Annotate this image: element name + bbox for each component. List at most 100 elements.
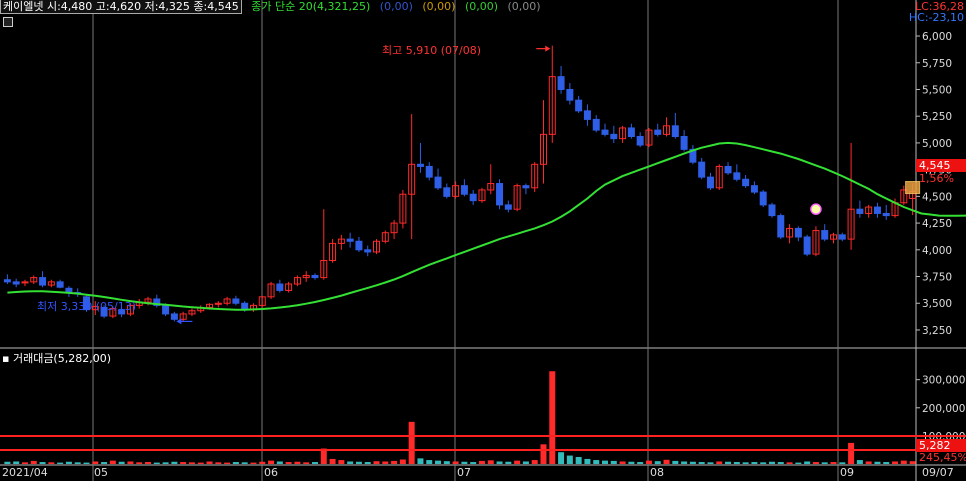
candle-body xyxy=(645,129,653,146)
volume-bar xyxy=(733,462,740,464)
candle-body xyxy=(856,208,864,214)
volume-bar xyxy=(382,461,389,464)
volume-bar xyxy=(206,461,213,464)
volume-bar xyxy=(566,455,573,464)
candle-body xyxy=(566,88,574,101)
candle-body xyxy=(346,238,354,242)
x-label-05: 05 xyxy=(94,466,108,479)
low-arrow-head xyxy=(176,318,182,325)
volume-bar xyxy=(443,461,450,464)
volume-bar xyxy=(531,460,538,464)
volume-bar xyxy=(241,462,248,464)
candle-body xyxy=(592,118,600,131)
candle-body xyxy=(513,185,521,210)
volume-bar xyxy=(672,460,679,464)
volume-bar xyxy=(259,461,266,464)
volume-bar xyxy=(654,461,661,464)
current-price-tag: 4,545 xyxy=(916,159,966,172)
candle-body xyxy=(3,279,11,283)
volume-bar xyxy=(795,462,802,464)
candle-body xyxy=(337,238,345,244)
candle-body xyxy=(610,133,618,140)
candle-body xyxy=(162,304,170,315)
candle-body xyxy=(715,165,723,189)
candle-body xyxy=(768,204,776,217)
volume-bar xyxy=(355,461,362,464)
indicator-param-2[interactable]: (0,00) xyxy=(422,0,456,13)
hc-readout: HC:-23,10 xyxy=(908,11,964,24)
volume-bar xyxy=(48,462,55,464)
volume-bar xyxy=(909,461,916,464)
candle-body xyxy=(153,298,161,306)
ma20-line xyxy=(7,141,966,311)
volume-tick-label: 200,000 xyxy=(922,403,965,415)
volume-bar xyxy=(74,462,81,464)
volume-bar xyxy=(522,461,529,464)
volume-bar xyxy=(215,462,222,464)
x-label-07: 07 xyxy=(457,466,471,479)
candle-body xyxy=(794,227,802,238)
volume-bar xyxy=(391,460,398,464)
grid-icon[interactable] xyxy=(3,17,13,27)
candle-body xyxy=(847,208,855,240)
volume-bar xyxy=(435,460,442,464)
candle-body xyxy=(408,163,416,195)
volume-panel-title: ▪ 거래대금(5,282,00) xyxy=(2,352,112,365)
change-percent-tag: 1,56% xyxy=(919,172,954,185)
candle-body xyxy=(873,206,881,214)
candle-body xyxy=(575,99,583,112)
volume-bar xyxy=(856,460,863,464)
volume-bar xyxy=(347,461,354,464)
indicator-param-4[interactable]: (0,00) xyxy=(507,0,541,13)
volume-bar xyxy=(285,462,292,464)
candle-body xyxy=(214,302,222,305)
price-tick-label: 5,750 xyxy=(922,58,952,70)
volume-bar xyxy=(461,461,468,464)
candle-body xyxy=(698,161,706,178)
volume-bar xyxy=(136,462,143,464)
lc-readout: LC:36,28 xyxy=(914,0,964,13)
volume-bar xyxy=(540,444,547,464)
volume-bar xyxy=(865,461,872,464)
volume-bar xyxy=(250,462,257,464)
price-tick-label: 5,500 xyxy=(922,84,952,96)
candle-body xyxy=(478,189,486,202)
candle-body xyxy=(425,165,433,178)
candle-body xyxy=(900,189,908,204)
candle-body xyxy=(258,296,266,306)
volume-bar xyxy=(276,461,283,464)
candle-body xyxy=(786,227,794,238)
ticker-ohlc-label[interactable]: 케이엘넷 시:4,480 고:4,620 저:4,325 종:4,545 xyxy=(0,0,242,14)
volume-bar xyxy=(821,462,828,464)
volume-bar xyxy=(558,452,565,464)
volume-bar xyxy=(593,460,600,464)
volume-bar xyxy=(716,461,723,464)
candle-body xyxy=(21,281,29,284)
volume-bar xyxy=(426,460,433,464)
volume-bar xyxy=(892,461,899,464)
moving-average-label[interactable]: 종가 단순 20(4,321,25) xyxy=(251,0,371,13)
volume-bar xyxy=(232,462,239,464)
volume-bar xyxy=(188,462,195,464)
indicator-param-3[interactable]: (0,00) xyxy=(464,0,499,13)
volume-bar xyxy=(584,458,591,464)
high-annotation: 최고 5,910 (07/08) xyxy=(382,44,482,57)
candle-body xyxy=(663,125,671,135)
x-label-2021-04: 2021/04 xyxy=(2,466,48,479)
candle-body xyxy=(777,215,785,238)
volume-bar xyxy=(610,460,617,464)
indicator-param-1[interactable]: (0,00) xyxy=(379,0,413,13)
volume-bar xyxy=(162,462,169,464)
candle-body xyxy=(118,309,126,315)
volume-bar xyxy=(786,462,793,464)
candle-body xyxy=(364,249,372,253)
volume-bar xyxy=(452,461,459,464)
volume-bar xyxy=(505,461,512,464)
candle-body xyxy=(469,193,477,202)
price-tick-label: 5,250 xyxy=(922,111,952,123)
high-arrow-head xyxy=(545,45,551,52)
candle-body xyxy=(803,236,811,255)
candle-body xyxy=(522,185,530,189)
x-label-06: 06 xyxy=(264,466,278,479)
candle-body xyxy=(882,212,890,217)
